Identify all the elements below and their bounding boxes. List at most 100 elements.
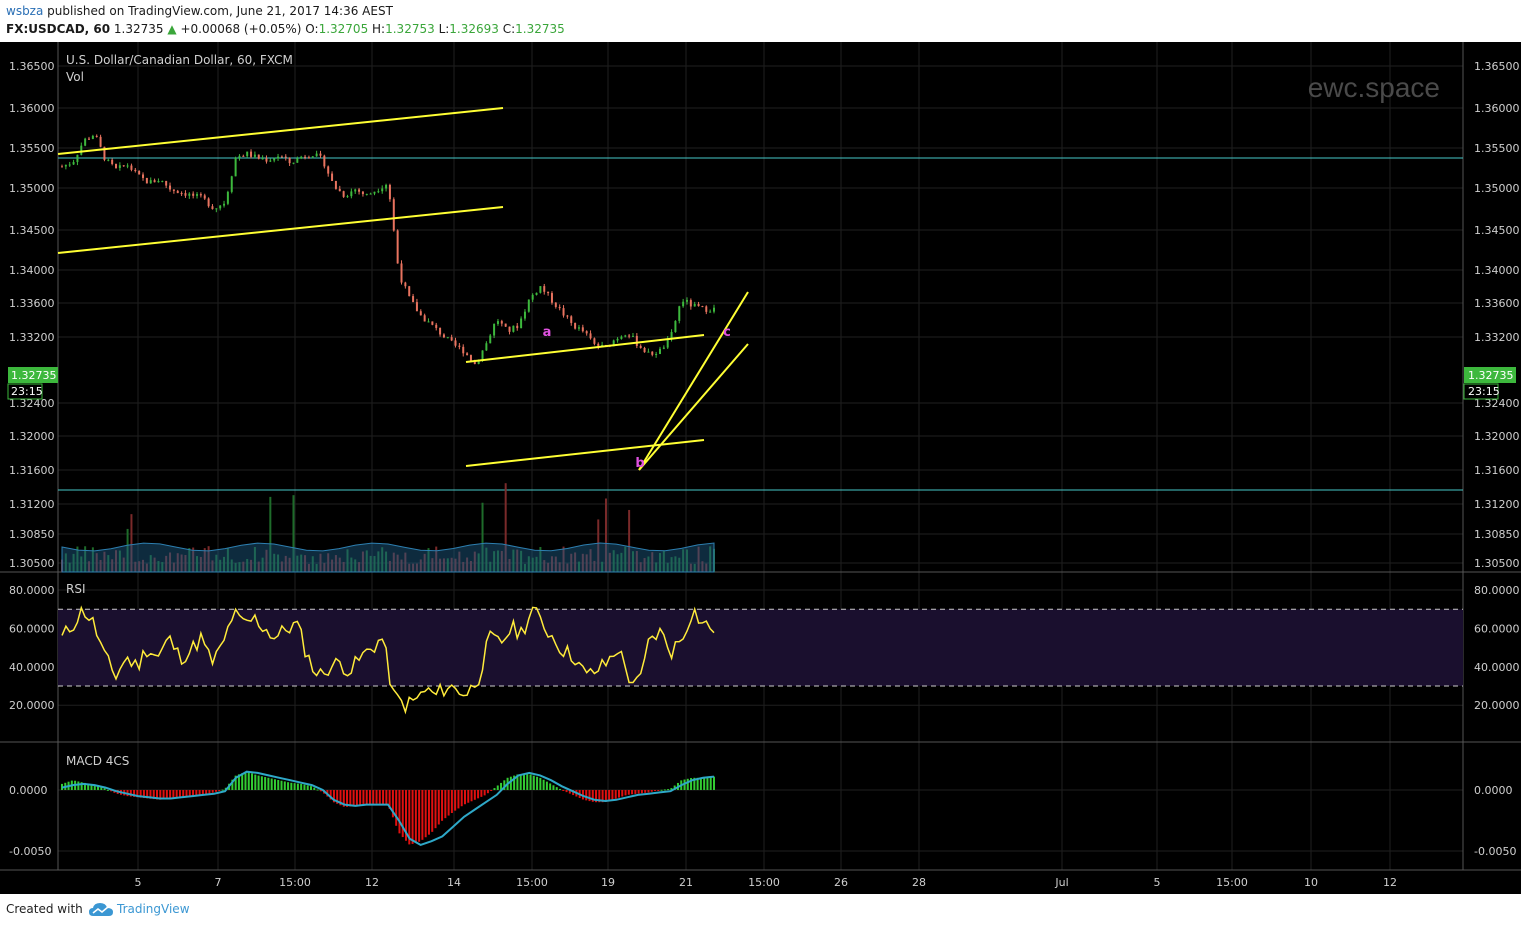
volume-bar [581,553,584,572]
macd-histogram-bar [549,783,552,790]
chart-canvas[interactable]: ewc.space U.S. Dollar/Canadian Dollar, 6… [0,42,1521,894]
macd-histogram-bar [454,790,457,811]
macd-histogram-bar [414,790,417,843]
macd-histogram-bar [218,790,221,791]
volume-bar [423,553,426,572]
macd-histogram-bar [690,778,693,790]
candle-body [273,158,276,161]
price-tick-left: 1.31600 [9,464,55,477]
rsi-tick-right: 20.0000 [1474,699,1520,712]
volume-bar [334,555,337,572]
macd-histogram-bar [375,790,378,804]
macd-histogram-bar [529,774,532,790]
x-tick-label: 7 [215,876,222,889]
volume-bar [145,563,148,572]
candle-body [265,158,268,162]
macd-histogram-bar [709,776,712,790]
macd-histogram-bar [178,790,181,798]
candle-body [84,138,87,146]
macd-histogram-bar [146,790,149,799]
candle-body [377,191,380,193]
volume-bar [165,555,168,572]
candle-body [508,326,511,332]
candle-body [400,263,403,283]
candle-body [95,135,98,137]
volume-bar [527,556,530,572]
macd-histogram-bar [457,790,460,809]
macd-histogram-bar [522,774,525,790]
volume-bar [269,496,272,572]
macd-histogram-bar [444,790,447,819]
macd-histogram-bar [650,790,653,792]
horizontal-levels[interactable] [58,157,1463,491]
volume-bar [296,555,299,572]
x-tick-label: 14 [447,876,461,889]
author-link[interactable]: wsbza [6,4,44,18]
x-tick-label: 28 [912,876,926,889]
candle-body [176,190,179,194]
candle-body [547,291,550,294]
volume-bar [103,551,106,572]
volume-bar [400,559,403,572]
volume-bar [639,562,642,572]
candle-body [238,155,241,158]
candle-body [616,338,619,341]
volume-bar [234,562,237,572]
candle-body [334,180,337,189]
volume-bar [126,528,129,572]
volume-bar [547,562,550,572]
candle-body [439,327,442,335]
macd-histogram-bar [142,790,145,798]
macd-histogram-bar [437,790,440,825]
macd-histogram-bar [188,790,191,797]
macd-histogram-bar [667,789,670,791]
macd-histogram-bar [332,790,335,803]
last-price-text-left: 1.32735 [11,369,57,382]
candle-body [442,334,445,338]
macd-histogram-bar [601,790,604,803]
volume-bar [454,558,457,572]
candle-body [423,315,426,322]
candle-body [512,325,515,332]
volume-bar [203,548,206,572]
macd-histogram-bar [77,781,80,790]
candle-body [196,194,199,196]
volume-bar [327,553,330,572]
volume-bar [369,555,372,572]
pane-borders [0,42,1521,871]
macd-histogram-bar [660,789,663,791]
candle-body [527,299,530,312]
macd-histogram-bar [267,777,270,790]
volume-bar [516,549,519,572]
candle-body [631,335,634,337]
candle-body [315,153,318,157]
volume-bar [620,552,623,572]
price-tick-right: 1.33600 [1474,297,1520,310]
candle-body [493,323,496,336]
candle-body [319,153,322,156]
macd-histogram-bar [287,782,290,790]
macd-histogram-bar [149,790,152,799]
candle-body [91,135,94,139]
volume-bar [601,561,604,572]
trendlines[interactable] [57,107,749,471]
macd-histogram-bar [539,777,542,790]
volume-bar [377,551,380,572]
volume-bar [431,558,434,572]
candle-body [392,199,395,231]
macd-histogram-bar [509,776,512,790]
candle-body [311,156,314,158]
macd-histogram-bar [110,790,113,792]
candle-body [701,306,704,308]
macd-histogram-bar [447,790,450,816]
tradingview-link[interactable]: TradingView [117,902,190,916]
macd-histogram-bar [198,790,201,796]
macd-histogram-bar [408,790,411,845]
candle-body [207,198,210,207]
chart-header: wsbza published on TradingView.com, June… [0,0,1521,42]
macd-histogram-bar [591,790,594,802]
macd-histogram-bar [483,790,486,796]
candle-body [450,337,453,341]
volume-bar [304,555,307,572]
volume-bar [292,495,295,572]
